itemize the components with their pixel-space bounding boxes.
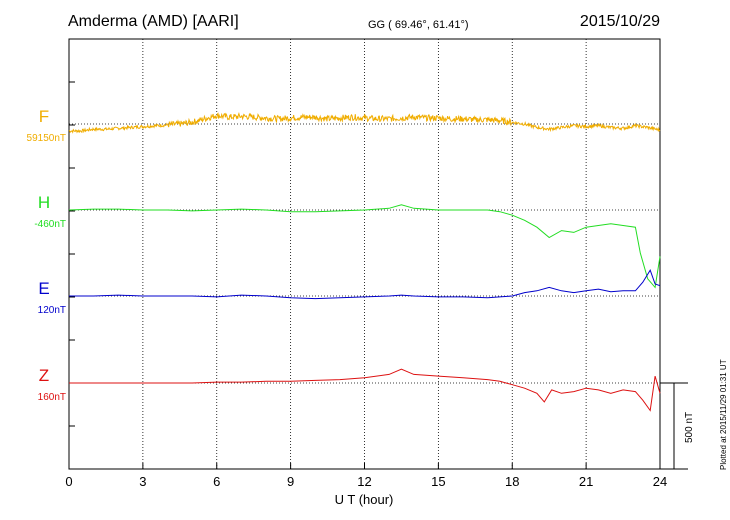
x-tick-label-15: 15 bbox=[431, 474, 445, 489]
x-tick-label-0: 0 bbox=[65, 474, 72, 489]
scale-bar-label: 500 nT bbox=[684, 412, 695, 443]
baseline-value-f: 59150nT bbox=[27, 133, 66, 144]
x-tick-label-3: 3 bbox=[139, 474, 146, 489]
x-tick-label-18: 18 bbox=[505, 474, 519, 489]
x-tick-label-12: 12 bbox=[357, 474, 371, 489]
baseline-value-z: 160nT bbox=[38, 392, 66, 403]
station-title: Amderma (AMD) [AARI] bbox=[68, 13, 239, 30]
x-tick-label-24: 24 bbox=[653, 474, 667, 489]
x-tick-label-9: 9 bbox=[287, 474, 294, 489]
x-axis-label: U T (hour) bbox=[335, 492, 394, 507]
y-axis-ticks bbox=[69, 81, 75, 427]
vertical-gridlines bbox=[142, 39, 587, 469]
series-e-line bbox=[69, 269, 661, 300]
component-label-h: H bbox=[38, 193, 50, 212]
data-series bbox=[68, 112, 661, 412]
series-z-line bbox=[69, 368, 661, 412]
component-label-e: E bbox=[38, 279, 49, 298]
component-labels: F 59150nT H -460nT E 120nT Z 160nT bbox=[27, 107, 66, 403]
series-h-line bbox=[68, 204, 661, 289]
date-label: 2015/10/29 bbox=[580, 13, 660, 30]
series-f-line bbox=[68, 112, 661, 134]
scale-bar: 500 nT bbox=[660, 382, 695, 470]
component-label-f: F bbox=[39, 107, 49, 126]
baseline-value-h: -460nT bbox=[34, 219, 66, 230]
plot-frame bbox=[68, 38, 661, 470]
component-label-z: Z bbox=[39, 366, 49, 385]
x-tick-label-21: 21 bbox=[579, 474, 593, 489]
x-axis-ticks: 0 3 6 9 12 15 18 21 24 bbox=[65, 463, 667, 489]
component-baselines bbox=[69, 123, 660, 384]
coordinates-label: GG ( 69.46°, 61.41°) bbox=[368, 19, 469, 31]
x-tick-label-6: 6 bbox=[213, 474, 220, 489]
baseline-value-e: 120nT bbox=[38, 305, 66, 316]
plotted-note: Plotted at 2015/11/29 01:31 UT bbox=[719, 359, 728, 470]
